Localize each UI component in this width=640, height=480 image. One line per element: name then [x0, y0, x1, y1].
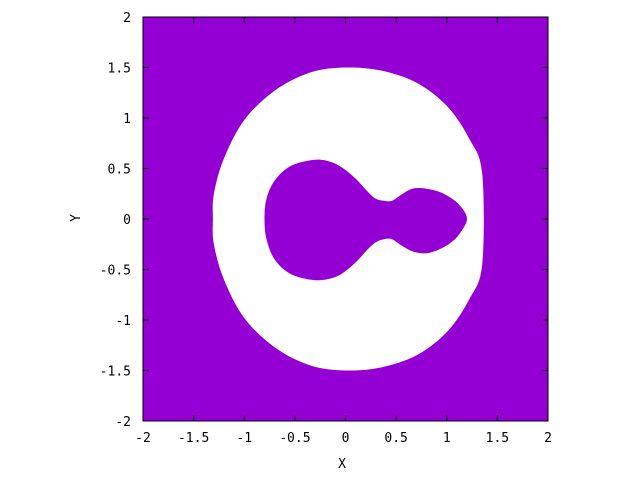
x-tick-label: -2 — [135, 431, 151, 446]
x-tick-label: -0.5 — [279, 431, 310, 446]
axis-ticks — [142, 16, 549, 422]
y-tick-label: -0.5 — [100, 264, 131, 279]
plot-area — [143, 17, 548, 421]
x-axis-label: X — [338, 457, 346, 472]
y-tick-labels: -2 -1.5 -1 -0.5 0 0.5 1 1.5 2 — [100, 11, 131, 430]
x-tick-label: 1 — [443, 431, 451, 446]
x-tick-labels: -2 -1.5 -1 -0.5 0 0.5 1 1.5 2 — [135, 431, 552, 446]
y-tick-label: -2 — [115, 415, 131, 430]
y-tick-label: 0.5 — [108, 163, 131, 178]
x-tick-label: -1.5 — [178, 431, 209, 446]
y-tick-label: 2 — [123, 11, 131, 26]
x-tick-label: 1.5 — [486, 431, 509, 446]
x-tick-label: 2 — [544, 431, 552, 446]
y-tick-label: 1 — [123, 112, 131, 127]
y-tick-label: -1.5 — [100, 365, 131, 380]
y-tick-label: -1 — [115, 314, 131, 329]
x-tick-label: 0.5 — [384, 431, 407, 446]
x-tick-label: 0 — [342, 431, 350, 446]
white-annulus-region — [212, 67, 484, 371]
y-tick-label: 0 — [123, 213, 131, 228]
y-axis-label: Y — [69, 214, 84, 222]
x-tick-label: -1 — [236, 431, 252, 446]
y-tick-label: 1.5 — [108, 62, 131, 77]
